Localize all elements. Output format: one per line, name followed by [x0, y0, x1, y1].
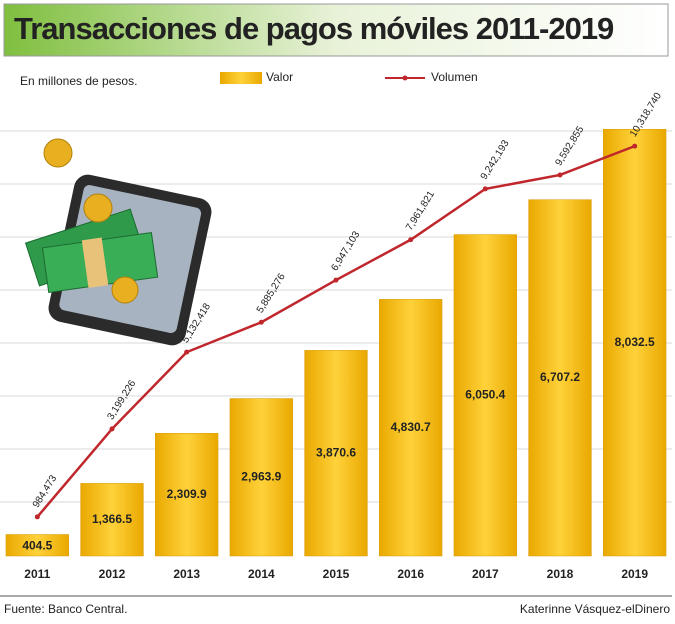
bar-value-label: 3,870.6: [316, 445, 356, 459]
bar: [379, 299, 443, 557]
x-tick-label: 2015: [323, 567, 350, 581]
volume-point: [408, 237, 414, 243]
bar-value-label: 4,830.7: [391, 420, 431, 434]
line-value-label: 3,199,226: [105, 378, 138, 422]
line-value-label: 6,947,103: [329, 229, 362, 273]
chart-title: Transacciones de pagos móviles 2011-2019: [14, 11, 614, 46]
volume-point: [482, 186, 488, 192]
bar-value-label: 6,050.4: [465, 387, 505, 401]
bar-value-label: 8,032.5: [615, 335, 655, 349]
x-tick-label: 2018: [547, 567, 574, 581]
volume-point: [333, 277, 339, 283]
bar: [229, 398, 293, 557]
bar: [603, 129, 667, 557]
x-tick-label: 2016: [397, 567, 424, 581]
volume-point: [557, 172, 563, 178]
line-value-label: 984,473: [31, 473, 60, 510]
bar-value-label: 6,707.2: [540, 370, 580, 384]
source: Fuente: Banco Central.: [4, 602, 127, 616]
x-tick-label: 2019: [621, 567, 648, 581]
bar-value-label: 2,309.9: [167, 487, 207, 501]
volume-point: [184, 349, 190, 355]
x-tick-label: 2014: [248, 567, 275, 581]
bar: [5, 534, 69, 557]
bar-value-label: 1,366.5: [92, 512, 132, 526]
bar: [155, 433, 219, 557]
x-tick-label: 2013: [173, 567, 200, 581]
x-tick-label: 2017: [472, 567, 499, 581]
volume-point: [632, 143, 638, 149]
phone-illustration: [24, 138, 212, 346]
subtitle: En millones de pesos.: [20, 74, 137, 88]
volume-point: [34, 514, 40, 520]
bar: [304, 350, 368, 557]
bar-value-label: 404.5: [22, 539, 52, 553]
legend-label: Volumen: [431, 70, 478, 84]
bar: [453, 234, 517, 557]
bar: [528, 199, 592, 557]
volume-point: [258, 319, 264, 325]
legend-swatch: [220, 72, 262, 84]
x-tick-label: 2011: [24, 567, 50, 581]
bar-value-label: 2,963.9: [241, 469, 281, 483]
volume-point: [109, 426, 115, 432]
x-tick-label: 2012: [99, 567, 126, 581]
credit: Katerinne Vásquez-elDinero: [520, 602, 670, 616]
bar: [80, 483, 144, 557]
legend-swatch: [402, 75, 408, 81]
line-value-label: 9,242,193: [479, 138, 512, 182]
title-banner: [3, 3, 669, 57]
legend-label: Valor: [266, 70, 293, 84]
